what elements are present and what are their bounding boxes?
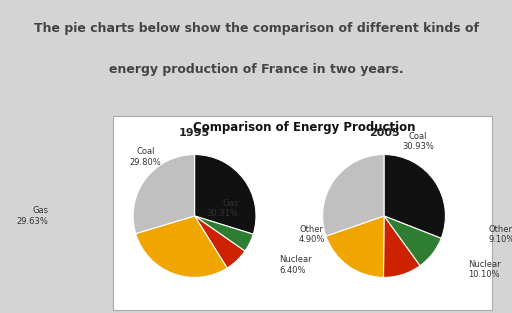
Text: Comparison of Energy Production: Comparison of Energy Production (194, 121, 416, 134)
Text: The pie charts below show the comparison of different kinds of: The pie charts below show the comparison… (33, 22, 479, 35)
Wedge shape (136, 216, 227, 277)
Text: Nuclear
10.10%: Nuclear 10.10% (468, 260, 501, 280)
Text: Coal
29.80%: Coal 29.80% (130, 147, 161, 167)
Wedge shape (384, 155, 445, 238)
Text: Gas
29.63%: Gas 29.63% (17, 206, 49, 226)
Text: energy production of France in two years.: energy production of France in two years… (109, 63, 403, 76)
Text: Coal
30.93%: Coal 30.93% (402, 132, 434, 151)
Text: Other
9.10%: Other 9.10% (488, 225, 512, 244)
Wedge shape (195, 155, 256, 234)
Title: 2005: 2005 (369, 128, 399, 138)
Wedge shape (323, 155, 384, 236)
Wedge shape (133, 155, 195, 233)
Wedge shape (195, 216, 245, 268)
Wedge shape (384, 216, 441, 266)
Title: 1995: 1995 (179, 128, 210, 138)
Wedge shape (195, 216, 253, 251)
Text: Gas
30.31%: Gas 30.31% (206, 198, 238, 218)
Text: Nuclear
6.40%: Nuclear 6.40% (279, 255, 312, 275)
Wedge shape (326, 216, 384, 277)
Wedge shape (383, 216, 420, 277)
Text: Other
4.90%: Other 4.90% (299, 225, 326, 244)
